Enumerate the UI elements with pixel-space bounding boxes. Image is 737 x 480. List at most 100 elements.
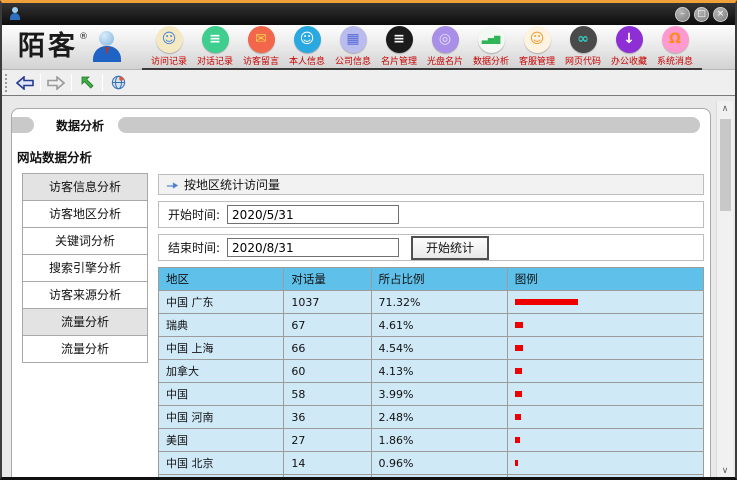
logo-avatar bbox=[92, 30, 122, 64]
sidebar-item[interactable]: 访客地区分析 bbox=[22, 200, 148, 228]
home-globe-icon[interactable] bbox=[106, 73, 130, 93]
toolbar-item-system-message[interactable]: Ω 系统消息 bbox=[652, 25, 698, 67]
start-statistics-button[interactable]: 开始统计 bbox=[411, 235, 490, 260]
sidebar-menu: 访客信息分析 访客地区分析 关键词分析 搜索引擎分析 访客来源分析 流量分析 流量分析 bbox=[22, 173, 148, 477]
toolbar-item-service-manage[interactable]: ☺ 客服管理 bbox=[514, 25, 560, 67]
office-favorites-icon: ↓ bbox=[615, 25, 643, 53]
my-info-icon: ☺ bbox=[293, 25, 321, 53]
cell-percent: 4.54% bbox=[370, 336, 508, 360]
toolbar-item-disc-card[interactable]: ◎ 光盘名片 bbox=[422, 25, 468, 67]
sidebar-item[interactable]: 流量分析 bbox=[22, 308, 148, 336]
close-button[interactable]: × bbox=[713, 6, 728, 22]
arrow-right-icon bbox=[166, 181, 179, 189]
cell-percent: 1.86% bbox=[370, 428, 508, 452]
content-area: 数据分析 网站数据分析 访客信息分析 访客地区分析 关键词分析 搜索引擎分析 访客来源分… bbox=[2, 96, 735, 477]
back-icon[interactable] bbox=[13, 73, 37, 93]
service-manage-icon: ☺ bbox=[523, 25, 551, 53]
end-time-input[interactable] bbox=[227, 238, 400, 257]
toolbar-item-company-info[interactable]: ▦ 公司信息 bbox=[330, 25, 376, 67]
toolbar-item-web-code-link[interactable]: ∞ 网页代码 bbox=[560, 25, 606, 67]
toolbar-item-data-analysis[interactable]: ▃▅▇ 数据分析 bbox=[468, 25, 514, 67]
sidebar-item[interactable]: 访客来源分析 bbox=[22, 281, 148, 309]
cell-percent: 71.32% bbox=[370, 290, 508, 314]
brand-name: 陌客 bbox=[18, 31, 78, 62]
data-analysis-icon: ▃▅▇ bbox=[477, 25, 505, 53]
legend-bar bbox=[514, 368, 523, 374]
cell-count: 14 bbox=[283, 451, 372, 475]
legend-bar bbox=[514, 437, 521, 443]
cell-count: 36 bbox=[283, 405, 372, 429]
table-row: 中国 58 3.99% bbox=[157, 382, 705, 406]
cell-percent: 3.99% bbox=[370, 382, 508, 406]
web-code-link-icon: ∞ bbox=[569, 25, 597, 53]
vertical-scrollbar[interactable]: ∧ ∨ bbox=[716, 101, 733, 477]
cell-legend bbox=[506, 428, 705, 452]
table-row: 中国 河南 36 2.48% bbox=[157, 405, 705, 429]
cell-legend bbox=[506, 474, 705, 477]
title-bar: – □ × bbox=[2, 3, 735, 25]
cell-count: 1037 bbox=[283, 290, 372, 314]
table-row: 中国 北京 14 0.96% bbox=[157, 451, 705, 475]
visit-records-icon: ☺ bbox=[155, 25, 183, 53]
region-stats-table: 地区 对话量 所占比例 图例 中国 广东 1037 71.32% 瑞典 bbox=[157, 267, 705, 477]
cell-region: 中国 上海 bbox=[157, 336, 285, 360]
table-row: 中国 广东 1037 71.32% bbox=[157, 290, 705, 314]
sidebar-item[interactable]: 流量分析 bbox=[22, 335, 148, 363]
scrollbar-thumb[interactable] bbox=[719, 119, 731, 211]
tab-data-analysis[interactable]: 数据分析 bbox=[56, 118, 105, 133]
table-row: 中国 上海 66 4.54% bbox=[157, 336, 705, 360]
toolbar-item-visitor-message[interactable]: ✉ 访客留言 bbox=[238, 25, 284, 67]
scroll-up-icon[interactable]: ∧ bbox=[721, 104, 729, 114]
cell-legend bbox=[506, 405, 705, 429]
cell-legend bbox=[506, 336, 705, 360]
column-header: 地区 bbox=[157, 267, 285, 291]
toolbar-item-card-manage[interactable]: ≡ 名片管理 bbox=[376, 25, 422, 67]
sidebar-item[interactable]: 访客信息分析 bbox=[22, 173, 148, 201]
table-row: 中国 江苏 11 0.76% bbox=[157, 474, 705, 477]
cell-percent: 0.96% bbox=[370, 451, 508, 475]
column-header: 图例 bbox=[506, 267, 705, 291]
data-analysis-panel: 数据分析 网站数据分析 访客信息分析 访客地区分析 关键词分析 搜索引擎分析 访客来源分… bbox=[11, 108, 711, 477]
tab-pill-left bbox=[12, 117, 34, 133]
cell-region: 美国 bbox=[157, 428, 285, 452]
minimize-button[interactable]: – bbox=[675, 6, 690, 22]
cell-legend bbox=[506, 451, 705, 475]
toolbar-grip[interactable] bbox=[5, 73, 8, 92]
tab-pill-right bbox=[118, 117, 700, 133]
cell-percent: 4.13% bbox=[370, 359, 508, 383]
tab-row: 数据分析 bbox=[12, 116, 710, 134]
toolbar-item-office-favorites[interactable]: ↓ 办公收藏 bbox=[606, 25, 652, 67]
maximize-button[interactable]: □ bbox=[694, 6, 709, 22]
cell-region: 中国 bbox=[157, 382, 285, 406]
toolbar-item-visit-records[interactable]: ☺ 访问记录 bbox=[146, 25, 192, 67]
cell-region: 加拿大 bbox=[157, 359, 285, 383]
scroll-down-icon[interactable]: ∨ bbox=[721, 466, 729, 476]
cell-region: 中国 河南 bbox=[157, 405, 285, 429]
end-time-label: 结束时间: bbox=[168, 241, 221, 255]
cell-count: 66 bbox=[283, 336, 372, 360]
toolbar-item-chat-records[interactable]: ≡ 对话记录 bbox=[192, 25, 238, 67]
refresh-go-icon[interactable] bbox=[75, 73, 99, 93]
cell-legend bbox=[506, 290, 705, 314]
legend-bar bbox=[514, 299, 578, 305]
cell-region: 中国 广东 bbox=[157, 290, 285, 314]
cell-legend bbox=[506, 359, 705, 383]
toolbar-item-my-info[interactable]: ☺ 本人信息 bbox=[284, 25, 330, 67]
card-manage-icon: ≡ bbox=[385, 25, 413, 53]
sidebar-item[interactable]: 关键词分析 bbox=[22, 227, 148, 255]
forward-icon[interactable] bbox=[44, 73, 68, 93]
sidebar-item[interactable]: 搜索引擎分析 bbox=[22, 254, 148, 282]
start-time-input[interactable] bbox=[227, 205, 400, 224]
main-toolbar: 陌客 ® ☺ 访问记录 ≡ 对话记录 ✉ 访客留言 ☺ 本人信息 bbox=[2, 25, 735, 70]
cell-region: 中国 江苏 bbox=[157, 474, 285, 477]
column-header: 对话量 bbox=[283, 267, 372, 291]
chat-records-icon: ≡ bbox=[201, 25, 229, 53]
disc-card-icon: ◎ bbox=[431, 25, 459, 53]
cell-region: 瑞典 bbox=[157, 313, 285, 337]
cell-count: 58 bbox=[283, 382, 372, 406]
registered-mark: ® bbox=[79, 32, 88, 42]
system-message-icon: Ω bbox=[661, 25, 689, 53]
start-time-label: 开始时间: bbox=[168, 208, 221, 222]
app-person-icon bbox=[9, 7, 21, 21]
visitor-message-icon: ✉ bbox=[247, 25, 275, 53]
